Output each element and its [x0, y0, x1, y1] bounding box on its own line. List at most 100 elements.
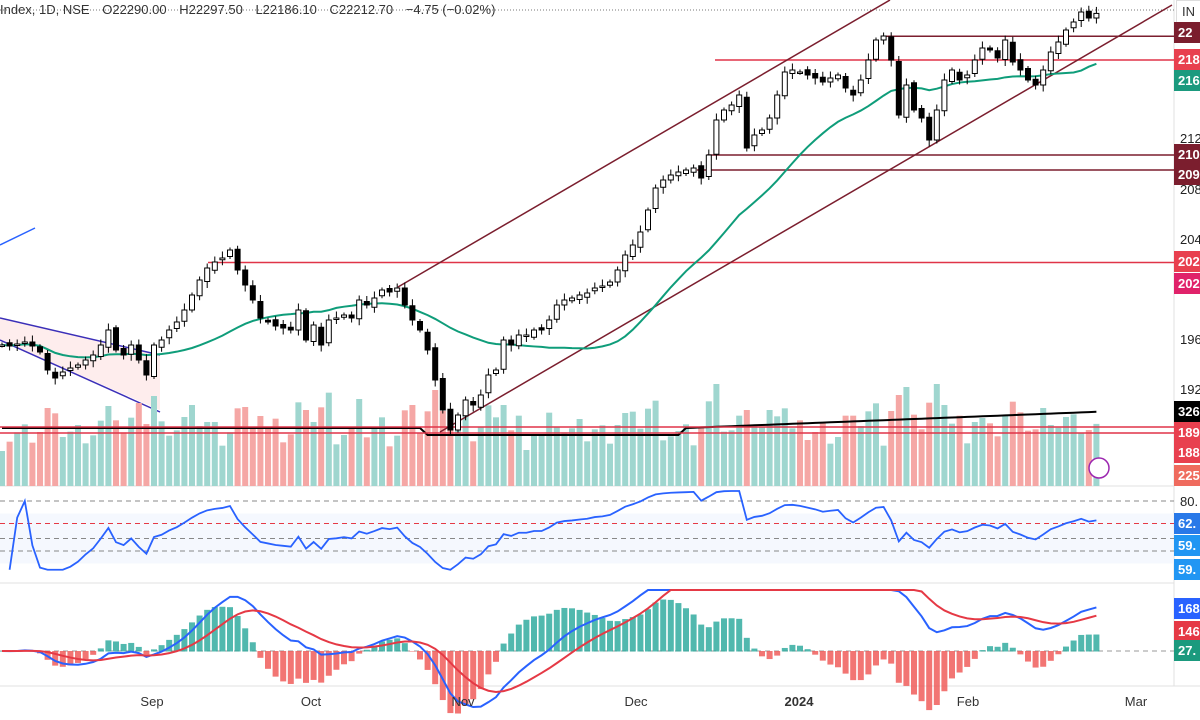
- volume-bar: [173, 430, 180, 486]
- macd-histogram-bar: [614, 621, 621, 652]
- low-value: L22186.10: [255, 2, 317, 17]
- currency-button[interactable]: IN: [1176, 0, 1200, 24]
- volume-bar: [386, 446, 393, 486]
- macd-histogram-bar: [584, 612, 591, 652]
- candle-body: [941, 79, 948, 112]
- candle-body: [873, 39, 879, 60]
- volume-bar: [97, 420, 104, 486]
- candle-body: [994, 50, 1001, 59]
- axis-price-tag: 202: [1174, 273, 1200, 294]
- volume-bar: [812, 432, 819, 486]
- candle-body: [705, 154, 712, 177]
- macd-histogram-bar: [576, 609, 583, 652]
- candle-body: [1047, 51, 1054, 72]
- candle-body: [1025, 68, 1031, 81]
- volume-bar: [964, 443, 971, 486]
- macd-histogram-bar: [120, 643, 127, 652]
- volume-bar: [409, 405, 416, 486]
- volume-bar: [485, 405, 492, 486]
- macd-signal-line: [1, 589, 1097, 694]
- macd-histogram-bar: [911, 651, 917, 695]
- volume-bar: [690, 445, 697, 486]
- macd-histogram-bar: [158, 645, 165, 652]
- volume-bar: [987, 423, 993, 486]
- macd-histogram-bar: [766, 651, 773, 660]
- macd-histogram-bar: [363, 649, 370, 652]
- volume-bar: [865, 411, 872, 486]
- volume-bar: [553, 427, 560, 486]
- macd-histogram-bar: [698, 624, 705, 652]
- volume-bar: [1040, 408, 1047, 486]
- candle-body: [850, 89, 857, 96]
- macd-histogram-bar: [90, 651, 97, 655]
- price-tick: 196: [1180, 332, 1200, 347]
- candle-body: [424, 331, 431, 351]
- volume-bar: [576, 419, 583, 486]
- axis-price-tag: 218: [1174, 49, 1200, 70]
- volume-bar: [827, 443, 834, 486]
- macd-histogram-bar: [82, 651, 89, 660]
- candle-body: [325, 319, 332, 344]
- macd-histogram-bar: [318, 651, 325, 683]
- macd-histogram-bar: [781, 647, 788, 652]
- macd-histogram-bar: [75, 651, 81, 663]
- volume-bar: [257, 416, 264, 486]
- axis-price-tag: 225: [1174, 465, 1200, 486]
- volume-bar: [1017, 412, 1024, 486]
- candle-body: [827, 77, 834, 83]
- macd-histogram-bar: [508, 633, 515, 652]
- volume-bar: [341, 435, 347, 486]
- candle-body: [561, 299, 568, 306]
- change-value: −4.75 (−0.02%): [405, 2, 496, 17]
- macd-histogram-bar: [561, 607, 568, 652]
- candle-body: [1032, 78, 1039, 86]
- candle-body: [219, 257, 226, 261]
- x-label-2024: 2024: [784, 694, 814, 709]
- volume-bar: [363, 437, 370, 486]
- macd-histogram-bar: [660, 599, 667, 652]
- macd-histogram-bar: [1093, 634, 1100, 652]
- macd-histogram-bar: [1025, 651, 1031, 662]
- candle-body: [553, 304, 560, 320]
- volume-bar: [538, 434, 545, 486]
- price-tick: 212: [1180, 131, 1200, 146]
- volume-bar: [227, 432, 233, 486]
- candle-body: [759, 129, 765, 134]
- volume-bar: [857, 426, 864, 486]
- volume-bar: [614, 425, 621, 486]
- macd-histogram-bar: [789, 644, 796, 652]
- macd-histogram-bar: [835, 651, 841, 668]
- volume-bar: [462, 407, 469, 486]
- axis-price-tag: 59.: [1174, 535, 1200, 556]
- macd-histogram-bar: [607, 620, 613, 652]
- candle-body: [318, 326, 325, 346]
- macd-histogram-bar: [477, 651, 484, 690]
- candle-body: [743, 96, 750, 149]
- x-label-dec: Dec: [624, 694, 648, 709]
- candle-body: [120, 348, 127, 356]
- volume-bar: [432, 390, 439, 486]
- macd-histogram-bar: [759, 651, 765, 657]
- volume-bar: [303, 410, 309, 486]
- candle-body: [90, 354, 97, 362]
- candle-body: [1017, 59, 1024, 71]
- price-tick: 192: [1180, 382, 1200, 397]
- macd-histogram-bar: [964, 651, 971, 667]
- pattern-fill: [0, 318, 160, 410]
- macd-histogram-bar: [287, 651, 294, 684]
- candle-body: [766, 117, 773, 130]
- candle-body: [865, 59, 872, 79]
- macd-histogram-bar: [500, 643, 507, 652]
- macd-histogram-bar: [751, 648, 758, 652]
- candle-body: [721, 109, 727, 121]
- volume-bar: [318, 407, 325, 486]
- candle-body: [462, 399, 469, 417]
- macd-histogram-bar: [341, 651, 347, 665]
- candle-body: [303, 310, 309, 341]
- candle-body: [812, 73, 819, 79]
- x-label-nov: Nov: [451, 694, 475, 709]
- candle-body: [341, 314, 347, 318]
- volume-bar: [781, 408, 788, 486]
- candle-body: [736, 94, 743, 107]
